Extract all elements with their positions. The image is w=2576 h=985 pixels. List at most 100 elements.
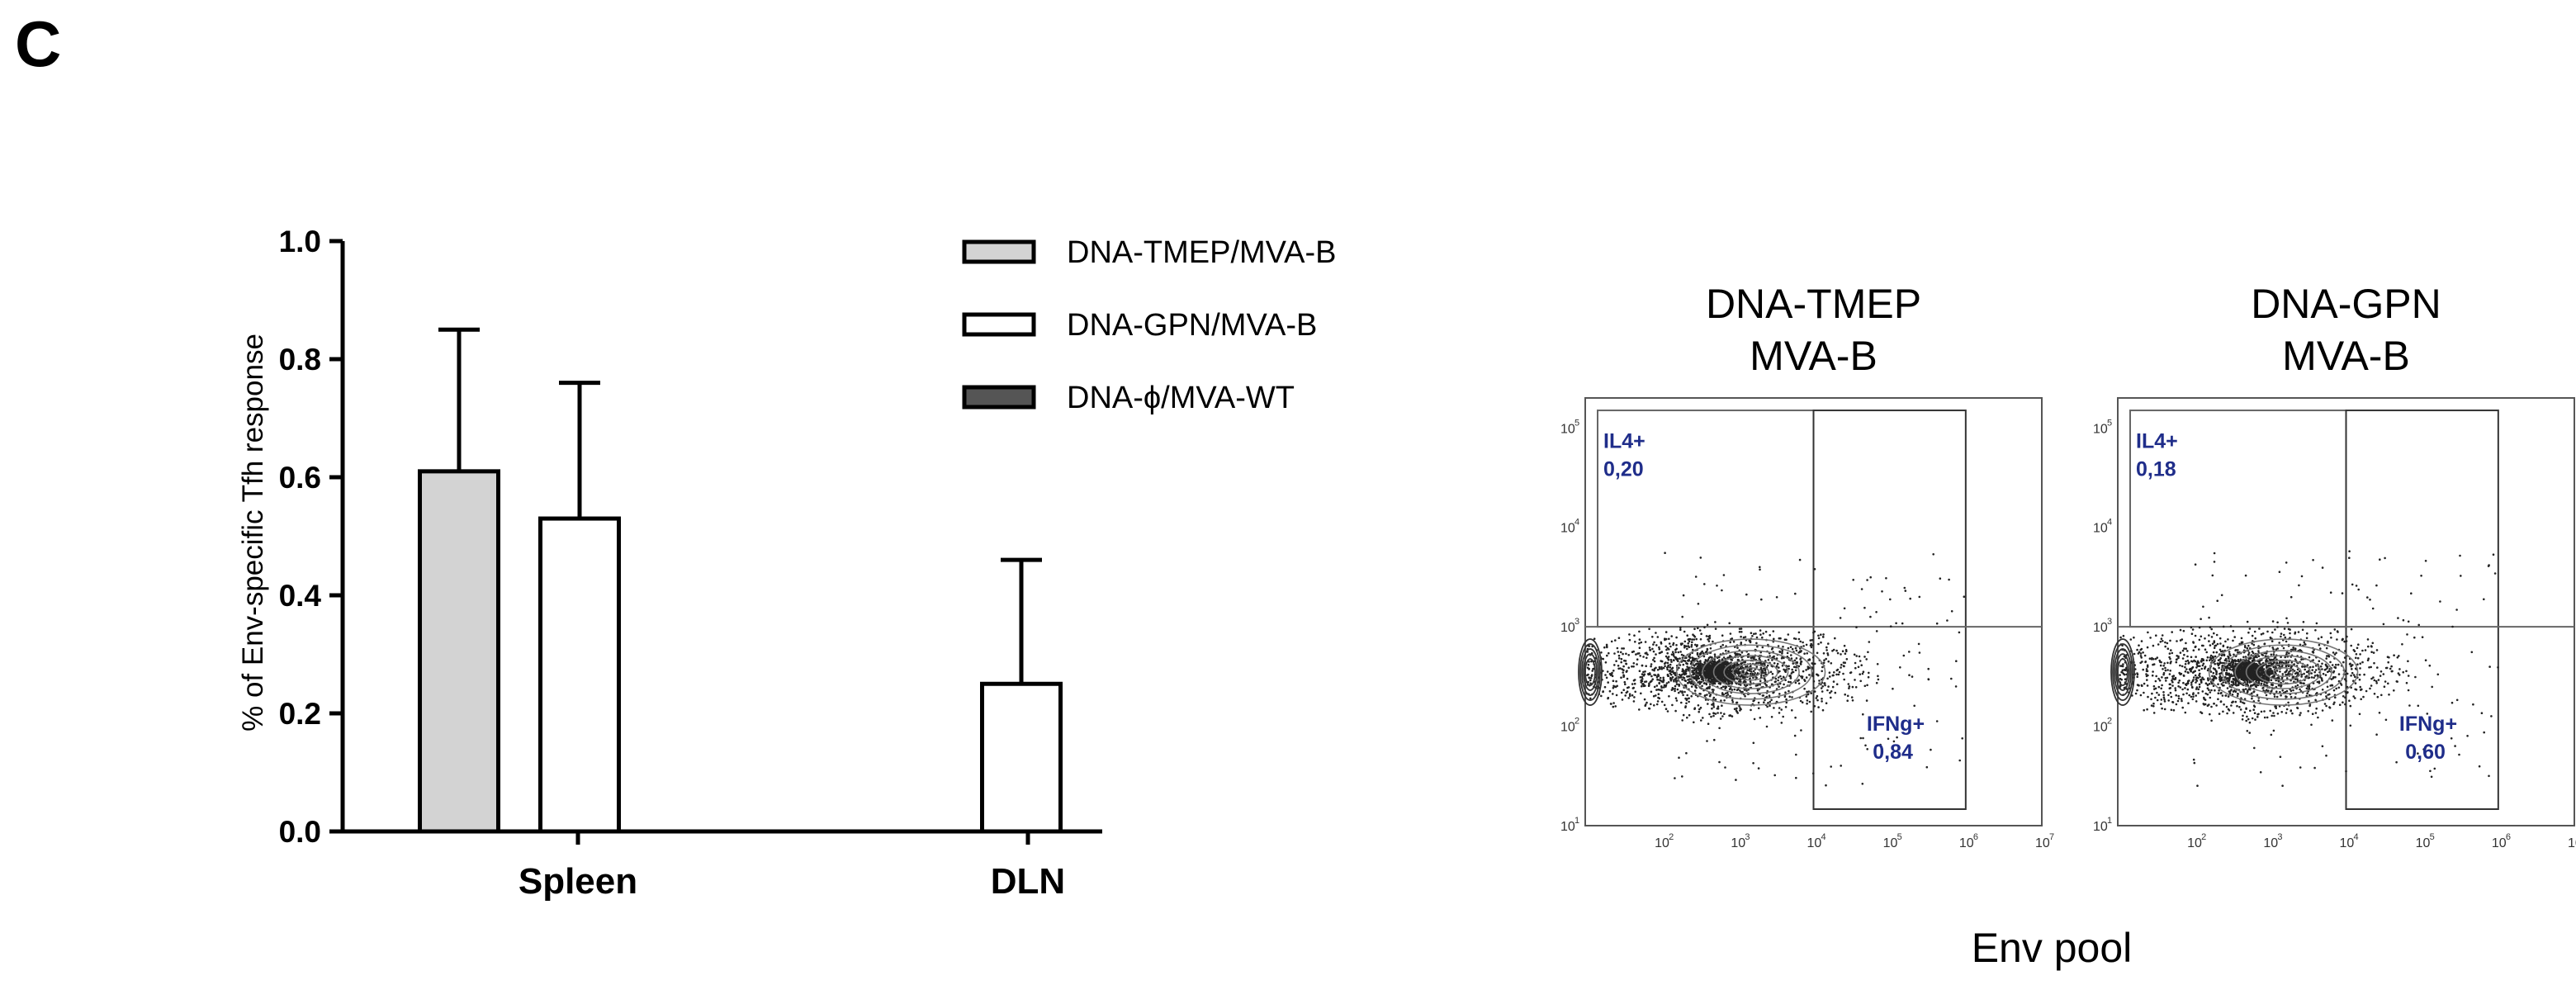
event-dot [1845, 658, 1849, 661]
event-dot [1700, 678, 1703, 680]
event-dot [2248, 732, 2251, 734]
event-dot [2209, 656, 2212, 659]
event-dot [2194, 660, 2197, 663]
event-dot [1660, 660, 1662, 662]
event-dot [2354, 682, 2357, 684]
event-dot [2156, 691, 2158, 694]
event-dot [2349, 724, 2352, 727]
contour-ring [1712, 655, 1789, 689]
event-dot [1812, 680, 1816, 683]
event-dot [2350, 675, 2352, 677]
event-dot [2157, 685, 2161, 689]
event-dot [2299, 712, 2302, 714]
event-dot [2247, 651, 2251, 654]
event-dot [1842, 672, 1844, 675]
event-dot [2202, 605, 2204, 609]
event-dot [2253, 746, 2256, 750]
event-dot [1702, 651, 1705, 655]
event-dot [1806, 702, 1808, 705]
event-dot [1794, 637, 1797, 641]
event-dot [2220, 683, 2223, 685]
event-dot [1680, 701, 1683, 704]
event-dot [2151, 674, 2154, 677]
event-dot [1686, 716, 1688, 719]
event-dot [2167, 694, 2170, 697]
event-dot [2199, 675, 2201, 678]
event-dot [1958, 759, 1961, 762]
event-dot [1892, 740, 1896, 743]
event-dot [2279, 690, 2281, 694]
flow-y-tick-label: 10 [2093, 522, 2108, 536]
event-dot [2450, 737, 2453, 740]
event-dot [1925, 765, 1929, 769]
event-dot [2136, 672, 2138, 675]
event-dot [2221, 661, 2223, 665]
event-dot [1797, 679, 1800, 681]
event-dot [2308, 676, 2311, 680]
event-dot [2195, 666, 2198, 669]
event-dot [1716, 585, 1718, 587]
event-dot [2252, 708, 2255, 711]
event-dot [2163, 708, 2166, 711]
event-dot [1778, 650, 1781, 653]
event-dot [1688, 700, 1690, 703]
event-dot [2250, 669, 2252, 671]
event-dot [2342, 701, 2344, 703]
event-dot [2355, 689, 2358, 691]
event-dot [2273, 661, 2276, 664]
event-dot [2290, 661, 2294, 664]
event-dot [2287, 661, 2290, 664]
event-dot [1622, 647, 1625, 650]
event-dot [1708, 694, 1712, 698]
event-dot [1665, 682, 1669, 684]
event-dot [2299, 766, 2302, 769]
event-dot [1777, 676, 1780, 679]
event-dot [1656, 700, 1660, 703]
flow-title-line1: DNA-TMEP [1706, 281, 1921, 327]
event-dot [2214, 677, 2218, 680]
event-dot [1613, 652, 1616, 655]
event-dot [1761, 670, 1764, 672]
event-dot [2205, 659, 2209, 662]
event-dot [1698, 661, 1702, 663]
event-dot [2337, 680, 2341, 683]
event-dot [2274, 628, 2276, 631]
event-dot [2146, 670, 2149, 673]
flow-x-tick-label: 10 [2416, 836, 2431, 850]
event-dot [1829, 675, 1831, 678]
event-dot [2245, 707, 2247, 710]
event-dot [2329, 591, 2332, 594]
event-dot [1653, 669, 1655, 672]
event-dot [2222, 625, 2225, 628]
event-dot [1590, 660, 1593, 663]
event-dot [1763, 701, 1765, 703]
event-dot [2176, 640, 2178, 642]
event-dot [1839, 617, 1842, 619]
event-dot [1600, 694, 1603, 698]
event-dot [2201, 676, 2204, 680]
event-dot [2285, 661, 2288, 665]
event-dot [2150, 704, 2153, 707]
event-dot [1701, 663, 1704, 665]
event-dot [2196, 661, 2199, 664]
event-dot [2133, 652, 2136, 656]
event-dot [1750, 670, 1753, 673]
event-dot [2325, 646, 2328, 650]
event-dot [2195, 686, 2199, 689]
flow-y-tick-exp: 2 [2107, 717, 2112, 727]
contour-ring [1675, 638, 1826, 706]
event-dot [1780, 708, 1783, 711]
event-dot [2217, 698, 2219, 701]
event-dot [2194, 670, 2196, 673]
event-dot [2274, 705, 2276, 708]
event-dot [2351, 671, 2354, 675]
event-dot [1813, 568, 1816, 571]
flow-x-tick-label: 10 [2035, 836, 2050, 850]
event-dot [2272, 675, 2275, 678]
event-dot [2325, 754, 2327, 757]
event-dot [1885, 577, 1887, 580]
event-dot [1674, 651, 1677, 654]
event-dot [2119, 636, 2122, 639]
event-dot [1693, 689, 1697, 692]
